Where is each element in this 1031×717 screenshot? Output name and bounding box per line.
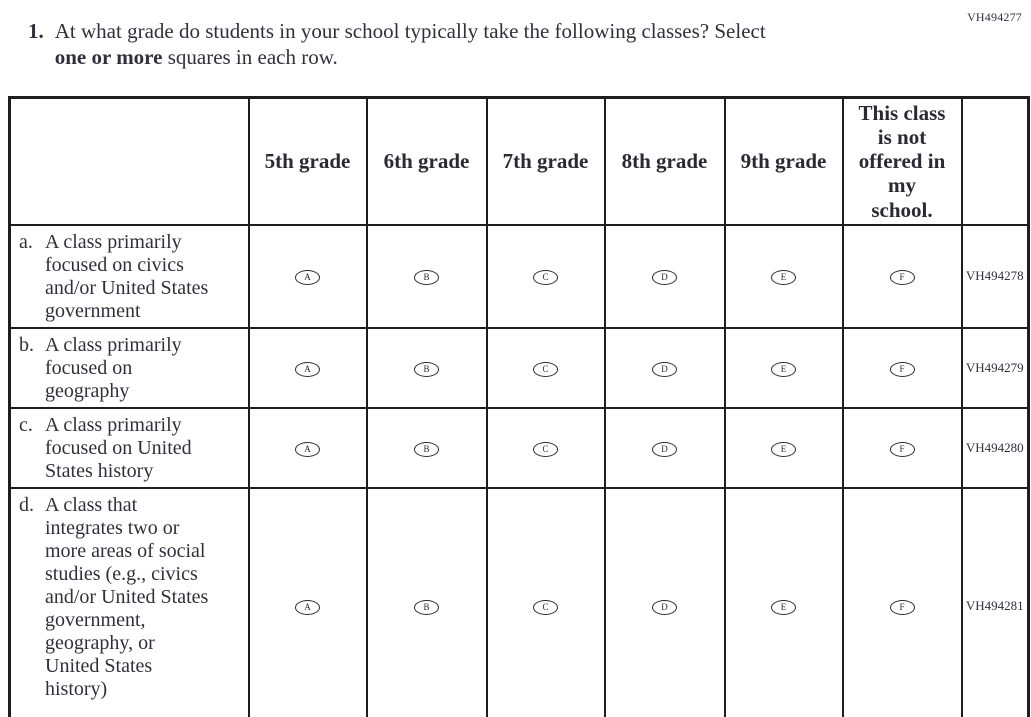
response-grid: 5th grade 6th grade 7th grade 8th grade … (8, 96, 1030, 717)
bubble-cell: D (603, 406, 726, 489)
bubble-cell: A (247, 326, 368, 409)
bubble-cell: D (603, 486, 726, 717)
question-1: 1. At what grade do students in your sch… (28, 18, 938, 71)
question-text: At what grade do students in your school… (55, 18, 766, 71)
row-code-cell: VH494281 (960, 486, 1030, 717)
row-item-text: A class primarily focused on United Stat… (45, 413, 192, 482)
bubble-cell: C (485, 486, 606, 717)
answer-bubble-e[interactable]: E (771, 270, 796, 286)
column-header-not-offered: This class is not offered in my school. (841, 96, 963, 226)
question-line1: At what grade do students in your school… (54, 19, 766, 43)
column-header-7th-grade: 7th grade (485, 96, 606, 226)
header-row: 5th grade 6th grade 7th grade 8th grade … (8, 96, 1030, 226)
row-label-cell: d. A class that integrates two or more a… (8, 486, 250, 717)
answer-bubble-e[interactable]: E (771, 441, 796, 457)
answer-bubble-e[interactable]: E (771, 361, 796, 377)
bubble-cell: A (247, 406, 368, 489)
column-header-9th-grade: 9th grade (723, 96, 844, 226)
column-header-5th-grade: 5th grade (247, 96, 368, 226)
bubble-cell: E (723, 223, 844, 329)
row-item-letter: c. (19, 413, 33, 436)
bubble-cell: E (723, 486, 844, 717)
bubble-cell: B (365, 326, 488, 409)
table-row-d: d. A class that integrates two or more a… (8, 486, 1030, 717)
answer-bubble-d[interactable]: D (652, 361, 677, 377)
answer-bubble-c[interactable]: C (533, 270, 558, 286)
row-item-letter: a. (19, 230, 33, 253)
bubble-cell: D (603, 326, 726, 409)
bubble-cell: D (603, 223, 726, 329)
answer-bubble-a[interactable]: A (295, 441, 320, 457)
bubble-cell: F (841, 486, 963, 717)
answer-bubble-e[interactable]: E (771, 600, 796, 616)
column-header-6th-grade: 6th grade (365, 96, 488, 226)
question-line2-rest: squares in each row. (162, 45, 338, 70)
answer-bubble-b[interactable]: B (414, 600, 439, 616)
page-accession-code: VH494277 (967, 10, 1022, 24)
answer-bubble-a[interactable]: A (295, 270, 320, 286)
table-row-b: b. A class primarily focused on geograph… (8, 326, 1030, 409)
bubble-cell: B (365, 223, 488, 329)
header-blank-cell (8, 96, 250, 226)
bubble-cell: F (841, 326, 963, 409)
bubble-cell: E (723, 326, 844, 409)
header-code-cell (960, 96, 1030, 226)
bubble-cell: F (841, 223, 963, 329)
answer-bubble-d[interactable]: D (652, 441, 677, 457)
answer-bubble-a[interactable]: A (295, 600, 320, 616)
row-code: VH494281 (965, 598, 1024, 614)
answer-bubble-f[interactable]: F (889, 441, 915, 457)
question-number: 1. (28, 19, 44, 43)
row-code-cell: VH494279 (960, 326, 1030, 409)
answer-bubble-c[interactable]: C (533, 441, 558, 457)
table-row-a: a. A class primarily focused on civics a… (8, 223, 1030, 329)
row-item-text: A class primarily focused on civics and/… (45, 230, 209, 322)
answer-bubble-f[interactable]: F (889, 600, 915, 616)
table-row-c: c. A class primarily focused on United S… (8, 406, 1030, 489)
bubble-cell: B (365, 486, 488, 717)
bubble-cell: E (723, 406, 844, 489)
answer-bubble-f[interactable]: F (889, 361, 915, 377)
bubble-cell: F (841, 406, 963, 489)
row-code: VH494280 (965, 439, 1024, 455)
bubble-cell: C (485, 326, 606, 409)
answer-bubble-f[interactable]: F (889, 270, 915, 286)
answer-bubble-b[interactable]: B (414, 361, 439, 377)
row-label-cell: c. A class primarily focused on United S… (8, 406, 250, 489)
response-grid-container: 5th grade 6th grade 7th grade 8th grade … (8, 96, 1030, 717)
row-code: VH494279 (965, 359, 1024, 375)
bubble-cell: A (247, 223, 368, 329)
bubble-cell: B (365, 406, 488, 489)
row-code-cell: VH494280 (960, 406, 1030, 489)
row-label-cell: b. A class primarily focused on geograph… (8, 326, 250, 409)
bubble-cell: C (485, 406, 606, 489)
answer-bubble-d[interactable]: D (652, 270, 677, 286)
bubble-cell: C (485, 223, 606, 329)
row-item-letter: d. (19, 493, 34, 516)
question-bold-phrase: one or more (54, 45, 163, 70)
row-item-text: A class primarily focused on geography (45, 333, 182, 402)
answer-bubble-c[interactable]: C (533, 361, 558, 377)
answer-bubble-d[interactable]: D (652, 600, 677, 616)
answer-bubble-a[interactable]: A (295, 361, 320, 377)
bubble-cell: A (247, 486, 368, 717)
answer-bubble-b[interactable]: B (414, 270, 439, 286)
row-code-cell: VH494278 (960, 223, 1030, 329)
row-label-cell: a. A class primarily focused on civics a… (8, 223, 250, 329)
answer-bubble-c[interactable]: C (533, 600, 558, 616)
row-item-letter: b. (19, 333, 34, 356)
column-header-8th-grade: 8th grade (603, 96, 726, 226)
row-code: VH494278 (965, 268, 1024, 284)
answer-bubble-b[interactable]: B (414, 441, 439, 457)
row-item-text: A class that integrates two or more area… (45, 493, 209, 700)
